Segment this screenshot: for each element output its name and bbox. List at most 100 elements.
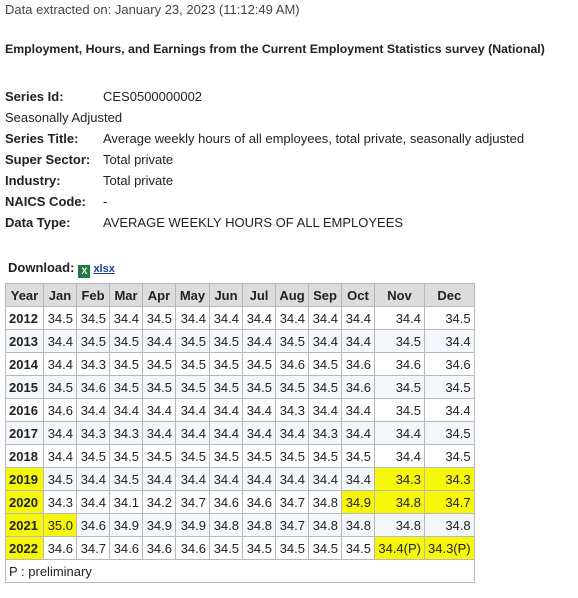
cell: 34.6 (424, 352, 475, 376)
cell: 34.7 (76, 536, 110, 560)
year-cell: 2015 (5, 375, 44, 399)
data-row: 2014 34.4 34.3 34.5 34.5 34.5 34.5 34.5 34.6 34.5… (5, 352, 475, 376)
cell: 34.4 (308, 306, 342, 330)
cell: 34.5 (209, 536, 243, 560)
cell: 34.8 (374, 513, 425, 537)
year-cell: 2021 (5, 513, 44, 537)
cell: 34.5 (142, 352, 176, 376)
field-label: Industry: (5, 173, 61, 188)
cell: 34.5 (308, 444, 342, 468)
cell: 34.5 (308, 352, 342, 376)
cell: 34.9 (341, 490, 375, 514)
cell: 34.9 (142, 513, 176, 537)
field-label: Data Type: (5, 215, 71, 230)
cell: 34.4 (341, 306, 375, 330)
cell: 34.4 (109, 398, 143, 422)
column-header: Mar (109, 283, 143, 307)
cell: 34.5 (76, 329, 110, 353)
cell: 34.3 (424, 467, 475, 491)
data-row: 2015 34.5 34.6 34.5 34.5 34.5 34.5 34.5 34.5 34.5… (5, 375, 475, 399)
year-cell: 2014 (5, 352, 44, 376)
cell: 34.5 (109, 352, 143, 376)
cell: 34.4 (341, 398, 375, 422)
cell: 34.4 (308, 467, 342, 491)
year-cell: 2020 (5, 490, 44, 514)
cell: 34.5 (109, 444, 143, 468)
cell: 34.5 (76, 444, 110, 468)
cell: 34.3 (374, 467, 425, 491)
cell: 34.4 (76, 467, 110, 491)
cell: 34.9 (175, 513, 210, 537)
cell: 34.5 (275, 444, 309, 468)
cell: 34.4 (175, 467, 210, 491)
field-value: CES0500000002 (103, 89, 203, 104)
cell: 34.6 (374, 352, 425, 376)
column-header: Dec (424, 283, 475, 307)
cell: 34.5 (43, 375, 77, 399)
cell: 34.4 (43, 444, 77, 468)
cell: 34.5 (142, 444, 176, 468)
cell: 34.5 (109, 467, 143, 491)
data-row: 2012 34.5 34.5 34.4 34.5 34.4 34.4 34.4 34.4 34.4… (5, 306, 475, 330)
cell: 34.5 (308, 536, 342, 560)
cell: 34.6 (43, 398, 77, 422)
cell: 34.4 (374, 306, 425, 330)
cell: 34.6 (242, 490, 276, 514)
cell: 34.3 (43, 490, 77, 514)
cell: 34.4 (341, 329, 375, 353)
cell: 34.4 (175, 421, 210, 445)
year-cell: 2018 (5, 444, 44, 468)
column-header: Apr (142, 283, 176, 307)
cell: 34.5 (43, 306, 77, 330)
cell: 34.5 (374, 398, 425, 422)
data-row: 2016 34.6 34.4 34.4 34.4 34.4 34.4 34.4 34.3 34.4… (5, 398, 475, 422)
cell: 34.5 (341, 444, 375, 468)
data-row: 2021 35.0 34.6 34.9 34.9 34.9 34.8 34.8 34.7 34.8… (5, 513, 475, 537)
cell: 34.4 (209, 421, 243, 445)
cell: 34.4 (76, 490, 110, 514)
cell: 34.4 (142, 329, 176, 353)
field-label: Series Id: (5, 89, 64, 104)
cell: 34.5 (341, 536, 375, 560)
column-header: Jan (43, 283, 77, 307)
cell: 34.4 (142, 398, 176, 422)
excel-icon: X (78, 265, 91, 278)
cell: 34.5 (209, 375, 243, 399)
cell: 34.5 (275, 375, 309, 399)
cell: 34.8 (308, 490, 342, 514)
cell: 34.7 (275, 490, 309, 514)
cell: 34.5 (43, 467, 77, 491)
cell: 34.5 (175, 444, 210, 468)
year-cell: 2019 (5, 467, 44, 491)
cell: 34.4 (209, 467, 243, 491)
cell: 34.5 (374, 329, 425, 353)
cell: 34.5 (275, 329, 309, 353)
field-label: NAICS Code: (5, 194, 86, 209)
cell: 34.3(P) (424, 536, 475, 560)
cell: 34.5 (242, 352, 276, 376)
column-header: Sep (308, 283, 342, 307)
cell: 34.4 (43, 352, 77, 376)
cell: 34.1 (109, 490, 143, 514)
cell: 34.4 (175, 306, 210, 330)
field-value: Total private (103, 152, 174, 167)
cell: 34.4 (341, 421, 375, 445)
cell: 34.8 (308, 513, 342, 537)
column-header: Aug (275, 283, 309, 307)
cell: 34.4 (275, 306, 309, 330)
cell: 34.4 (43, 329, 77, 353)
data-row: 2019 34.5 34.4 34.5 34.4 34.4 34.4 34.4 34.4 34.4… (5, 467, 475, 491)
xlsx-link[interactable]: xlsx (93, 263, 115, 275)
cell: 34.4 (374, 444, 425, 468)
cell: 34.6 (175, 536, 210, 560)
year-cell: 2017 (5, 421, 44, 445)
cell: 34.4 (424, 398, 475, 422)
cell: 34.5 (242, 536, 276, 560)
cell: 34.4 (242, 467, 276, 491)
cell: 34.4 (275, 467, 309, 491)
cell: 34.4 (424, 329, 475, 353)
cell: 34.5 (209, 352, 243, 376)
cell: 34.5 (242, 375, 276, 399)
cell: 34.5 (175, 352, 210, 376)
year-cell: 2022 (5, 536, 44, 560)
